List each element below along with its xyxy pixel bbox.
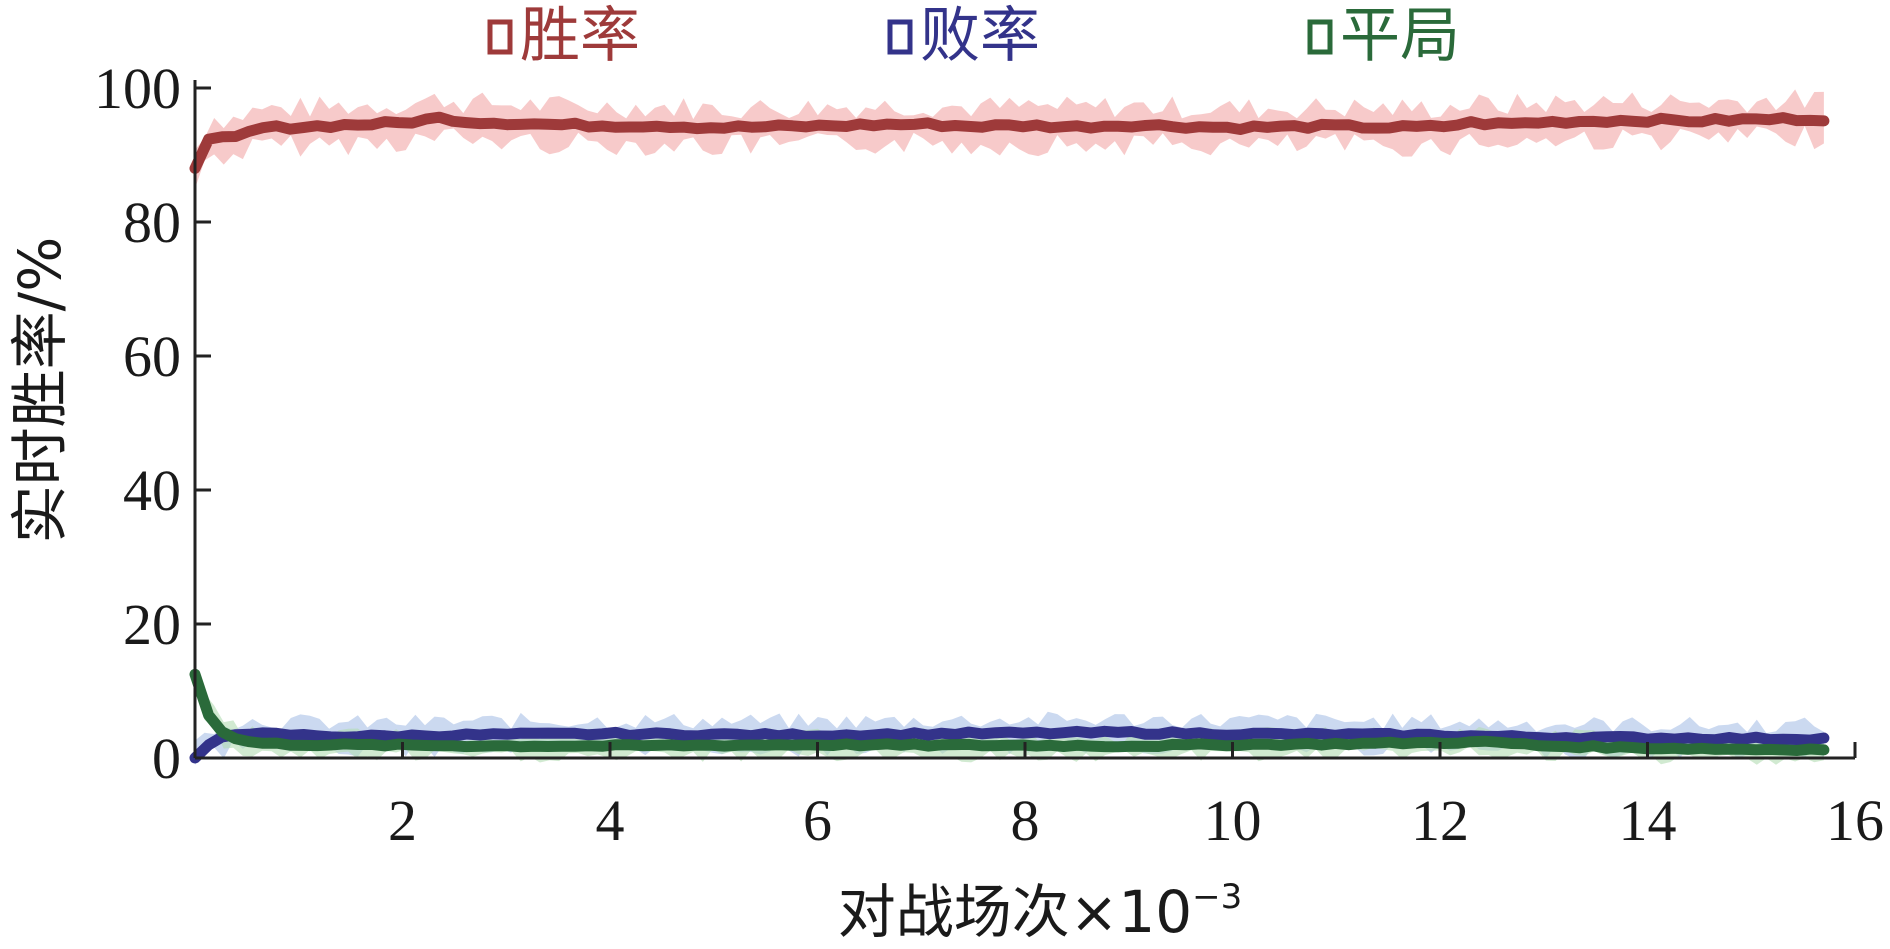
y-tick-label: 0: [152, 726, 181, 791]
x-axis-title-exponent: −3: [1192, 877, 1242, 917]
tick-labels: 0 20 40 60 80 100 2 4 6 8 10 12 14 16: [94, 56, 1884, 853]
legend: 胜率 败率 平局: [487, 1, 1460, 71]
y-tick-label: 80: [123, 190, 181, 255]
x-axis-title: 对战场次×10−3: [838, 877, 1243, 946]
line-series-1: [189, 111, 1830, 174]
series-lines: [189, 111, 1830, 764]
x-tick-label: 2: [388, 788, 417, 853]
y-axis-title: 实时胜率/%: [6, 237, 74, 544]
legend-label: 平局: [1340, 1, 1460, 71]
legend-swatch: [887, 19, 913, 55]
tick-marks: [195, 86, 1857, 760]
y-tick-label: 100: [94, 56, 181, 121]
line-series-2: [189, 725, 1830, 764]
legend-label: 败率: [920, 1, 1040, 71]
noise-band-series-2: [195, 711, 1824, 765]
x-tick-label: 16: [1826, 788, 1884, 853]
y-tick-label: 60: [123, 324, 181, 389]
legend-swatch: [1307, 19, 1333, 55]
noise-band-series-1: [195, 89, 1824, 189]
x-tick-label: 6: [803, 788, 832, 853]
line-series-3: [189, 668, 1830, 756]
y-tick-label: 20: [123, 592, 181, 657]
x-tick-label: 10: [1204, 788, 1262, 853]
x-tick-label: 8: [1011, 788, 1040, 853]
x-axis-title-main: 对战场次×10: [838, 878, 1192, 946]
legend-label: 胜率: [520, 1, 640, 71]
noise-bands: [195, 89, 1824, 765]
axes: [193, 80, 1855, 760]
y-tick-label: 40: [123, 458, 181, 523]
x-tick-label: 4: [596, 788, 625, 853]
legend-swatch: [487, 19, 513, 55]
x-tick-label: 14: [1619, 788, 1677, 853]
x-tick-label: 12: [1411, 788, 1469, 853]
